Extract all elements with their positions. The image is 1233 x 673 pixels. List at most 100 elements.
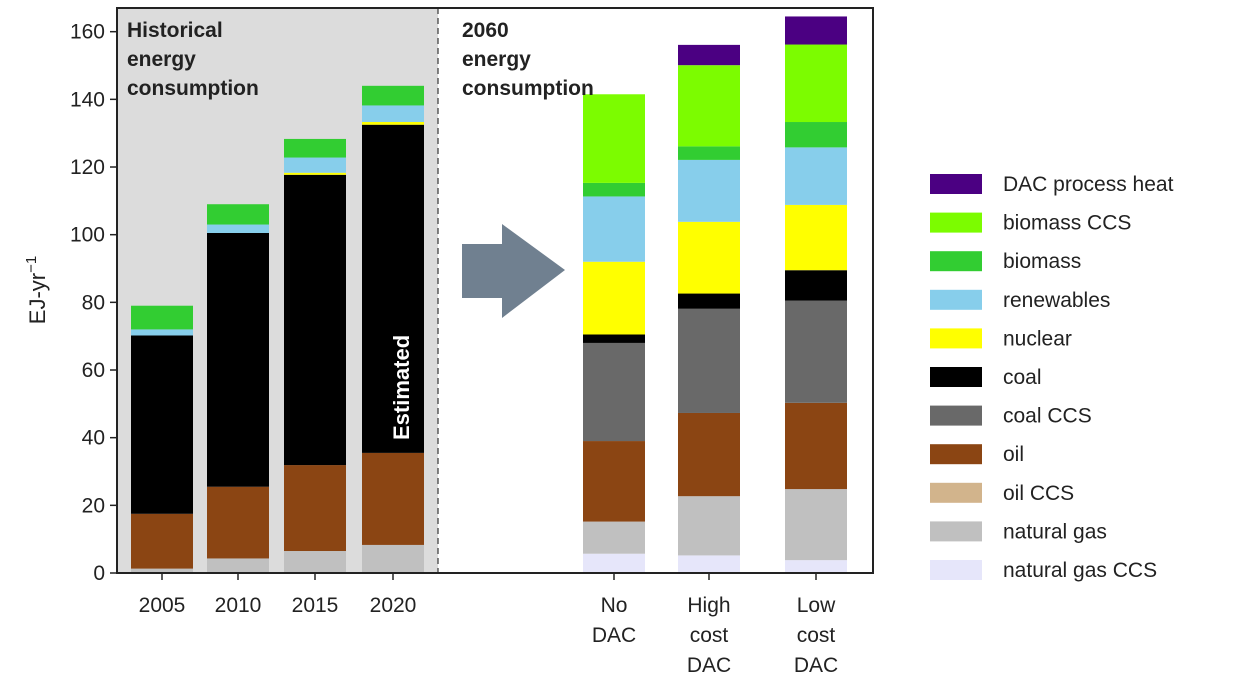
x-tick-label: 2015 (292, 594, 339, 617)
y-tick-label: 20 (82, 494, 105, 517)
x-tick-label: cost (690, 624, 729, 647)
bar-segment-biomass-3 (362, 85, 424, 106)
panel-title-line: energy (127, 48, 196, 71)
bar-segment-coal-CCS-5 (678, 308, 740, 413)
bar-segment-coal-1 (207, 232, 269, 487)
bar-segment-biomass-4 (583, 182, 645, 197)
estimated-annotation: Estimated (389, 335, 414, 440)
bar-segment-biomass-2 (284, 138, 346, 158)
legend-swatch (930, 328, 982, 349)
x-tick-label: DAC (794, 654, 838, 673)
bar-segment-oil-0 (131, 513, 193, 569)
bar-segment-coal-5 (678, 293, 740, 309)
bar-segment-coal-CCS-4 (583, 342, 645, 442)
x-tick-label: cost (797, 624, 836, 647)
bar-segment-coal-2 (284, 174, 346, 466)
bar-segment-biomass-5 (678, 146, 740, 160)
legend-swatch (930, 174, 982, 194)
legend-label: biomass (1003, 250, 1081, 273)
x-tick-label: DAC (592, 624, 636, 647)
panel-title-line: energy (462, 48, 531, 71)
bar-segment-renewables-4 (583, 196, 645, 262)
bar-segment-coal-0 (131, 335, 193, 514)
x-tick-label: No (601, 594, 628, 617)
legend-swatch (930, 289, 982, 310)
bar-segment-coal-CCS-6 (785, 300, 847, 403)
x-tick-label: DAC (687, 654, 731, 673)
bar-segment-biomass-0 (131, 305, 193, 330)
y-tick-label: 140 (70, 88, 105, 111)
legend-swatch (930, 482, 982, 503)
transition-arrow (462, 224, 565, 318)
bar-segment-biomass-CCS-6 (785, 44, 847, 123)
legend-swatch (930, 444, 982, 465)
bar-segment-oil-3 (362, 452, 424, 545)
y-axis-label-exponent: −1 (23, 256, 40, 273)
panel-titles: Historical energy consumption 2060 energy con… (127, 19, 594, 100)
x-tick-label: High (687, 594, 730, 617)
legend-label: natural gas CCS (1003, 559, 1157, 582)
legend-label: natural gas (1003, 520, 1107, 543)
legend-label: renewables (1003, 289, 1110, 312)
legend-swatch (930, 212, 982, 233)
bar-segment-natural-gas-3 (362, 544, 424, 573)
bar-segment-oil-1 (207, 486, 269, 559)
bar-segment-natural-gas-CCS-6 (785, 560, 847, 573)
y-tick-label: 100 (70, 224, 105, 247)
bar-segment-renewables-0 (131, 329, 193, 336)
bar-segment-nuclear-5 (678, 221, 740, 294)
legend-swatch (930, 521, 982, 542)
legend-label: oil (1003, 443, 1024, 466)
y-tick-label: 0 (93, 562, 105, 585)
bar-segment-renewables-3 (362, 105, 424, 123)
bar-segment-natural-gas-2 (284, 551, 346, 573)
y-axis-label-text: EJ-yr (25, 273, 50, 324)
bar-segment-nuclear-4 (583, 261, 645, 335)
y-axis: 0 20 40 60 80 100 120 140 160 (70, 21, 117, 585)
legend-label: DAC process heat (1003, 173, 1174, 196)
legend-swatch (930, 405, 982, 426)
y-axis-label: EJ-yr−1 (23, 256, 50, 324)
legend-label: coal CCS (1003, 405, 1092, 428)
panel-title-line: consumption (127, 77, 259, 100)
bar-segment-renewables-5 (678, 159, 740, 222)
bar-segment-nuclear-3 (362, 122, 424, 125)
bar-segment-nuclear-2 (284, 172, 346, 175)
bar-segment-renewables-6 (785, 147, 847, 205)
bar-segment-coal-4 (583, 334, 645, 343)
bar-segment-renewables-1 (207, 224, 269, 233)
bar-segment-natural-gas-4 (583, 521, 645, 554)
plot-area: Estimated Historical energy consumption 206… (116, 7, 874, 574)
bar-segment-biomass-1 (207, 204, 269, 225)
bar-segment-oil-2 (284, 465, 346, 552)
bar-segment-natural-gas-1 (207, 558, 269, 573)
panel-title-line: 2060 (462, 19, 509, 42)
svg-text:EJ-yr−1: EJ-yr−1 (23, 256, 50, 324)
bar-segment-oil-6 (785, 402, 847, 490)
bar-segment-DAC-process-heat-6 (785, 16, 847, 45)
bar-segment-natural-gas-CCS-5 (678, 555, 740, 573)
plot-frame (116, 7, 874, 574)
bar-segment-coal-3 (362, 124, 424, 453)
legend-swatch (930, 367, 982, 387)
bar-segment-biomass-CCS-5 (678, 65, 740, 147)
bar-segment-nuclear-6 (785, 204, 847, 271)
bar-segment-oil-4 (583, 441, 645, 522)
x-tick-label: 2005 (139, 594, 186, 617)
bar-segment-natural-gas-5 (678, 496, 740, 556)
legend-label: nuclear (1003, 327, 1072, 350)
bar-segment-oil-5 (678, 412, 740, 497)
x-tick-label: Low (797, 594, 836, 617)
x-tick-label: 2020 (370, 594, 417, 617)
legend-label: biomass CCS (1003, 212, 1131, 235)
legend-swatch (930, 251, 982, 272)
legend-label: oil CCS (1003, 482, 1074, 505)
y-tick-label: 80 (82, 291, 105, 314)
legend-swatch (930, 560, 982, 580)
y-tick-label: 60 (82, 359, 105, 382)
bar-segment-DAC-process-heat-5 (678, 44, 740, 66)
bar-segment-natural-gas-0 (131, 568, 193, 573)
x-axis: 2005 2010 2015 2020 No DAC High cost DAC Low cost D… (139, 573, 838, 673)
legend: DAC process heat biomass CCS biomass renewa… (930, 173, 1174, 582)
y-tick-label: 40 (82, 427, 105, 450)
